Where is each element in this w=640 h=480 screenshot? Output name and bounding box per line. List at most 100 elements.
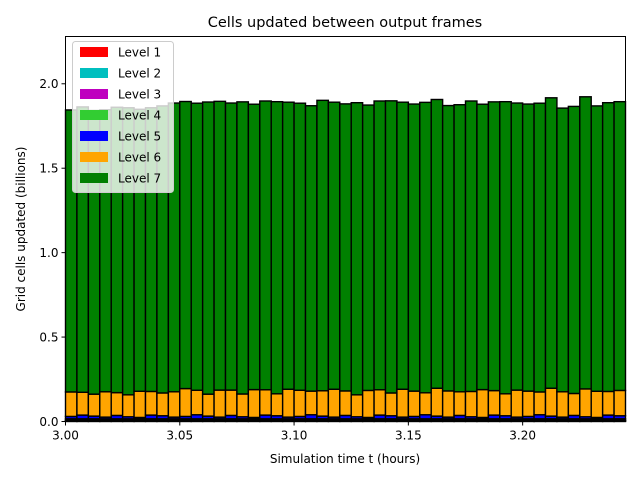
bar-segment-level-6-4	[110, 391, 124, 417]
bar-segment-level-6-24	[339, 390, 352, 417]
bar-segment-level-6-44	[567, 392, 581, 417]
bar-segment-level-7-48	[613, 100, 627, 392]
bar-segment-level-6-2	[87, 393, 101, 417]
bar-segment-level-6-46	[590, 390, 604, 419]
bar-segment-level-7-33	[441, 104, 455, 392]
bar-segment-level-7-23	[327, 101, 341, 390]
bar-segment-level-7-21	[304, 105, 318, 392]
bar-segment-level-6-38	[499, 393, 512, 417]
bar-segment-level-6-42	[544, 387, 558, 417]
y-tick-label: 1.0	[39, 246, 58, 260]
bar-segment-level-6-32	[430, 387, 444, 417]
bar-segment-level-7-45	[579, 96, 592, 390]
bar-segment-level-7-40	[521, 103, 535, 392]
bar-segment-level-6-23	[327, 388, 341, 418]
bar-segment-level-7-15	[236, 101, 250, 395]
legend-label: Level 6	[118, 151, 161, 165]
bar-segment-level-6-18	[270, 393, 284, 417]
bars-group	[64, 96, 627, 423]
bar-segment-level-7-12	[201, 101, 215, 395]
legend-label: Level 7	[118, 172, 161, 186]
legend-swatch	[80, 131, 108, 141]
bar-segment-level-7-30	[407, 103, 421, 392]
y-axis-ticks: 0.0 0.5 1.0 1.5 2.0	[39, 77, 66, 429]
bar-segment-level-6-0	[64, 391, 78, 418]
bar-segment-level-6-43	[556, 391, 570, 418]
bar-segment-level-6-17	[259, 389, 272, 416]
bar-segment-level-6-28	[384, 392, 398, 417]
bar-segment-level-7-37	[487, 101, 501, 392]
bar-segment-level-6-26	[361, 389, 375, 419]
bar-segment-level-6-34	[453, 391, 467, 417]
bar-segment-level-6-7	[144, 390, 158, 416]
bar-segment-level-6-11	[190, 389, 204, 416]
bar-segment-level-6-12	[201, 393, 215, 417]
legend-label: Level 1	[118, 46, 161, 60]
x-tick-label: 3.15	[395, 429, 422, 443]
bar-segment-level-7-16	[247, 103, 261, 391]
bar-segment-level-6-5	[121, 394, 135, 418]
bar-segment-level-6-15	[236, 393, 250, 418]
bar-segment-level-6-25	[350, 394, 364, 418]
bar-segment-level-7-13	[213, 100, 227, 391]
bar-segment-level-6-48	[613, 389, 627, 417]
bar-segment-level-6-45	[579, 388, 592, 418]
y-tick-label: 2.0	[39, 77, 58, 91]
bar-segment-level-7-28	[384, 100, 398, 394]
bar-segment-level-7-41	[533, 102, 547, 393]
bar-segment-level-6-39	[510, 389, 524, 418]
bar-segment-level-7-47	[601, 101, 615, 393]
bar-segment-level-6-14	[224, 389, 238, 417]
bar-segment-level-6-8	[156, 392, 170, 417]
legend: Level 1 Level 2 Level 3 Level 4 Level 5 Level…	[72, 41, 174, 193]
bar-segment-level-7-26	[361, 104, 375, 392]
y-axis-label: Grid cells updated (billions)	[14, 147, 28, 312]
bar-segment-level-6-3	[99, 391, 112, 418]
legend-swatch	[80, 47, 108, 57]
bar-segment-level-7-43	[556, 107, 570, 393]
bar-segment-level-7-10	[179, 100, 192, 390]
y-tick-label: 0.5	[39, 330, 58, 344]
legend-swatch	[80, 110, 108, 120]
legend-label: Level 5	[118, 130, 161, 144]
y-tick-label: 1.5	[39, 162, 58, 176]
bar-segment-level-6-9	[167, 391, 181, 418]
bar-segment-level-6-1	[76, 391, 90, 416]
x-tick-label: 3.20	[509, 429, 536, 443]
bar-segment-level-7-22	[316, 99, 330, 392]
bar-segment-level-7-24	[339, 103, 352, 392]
bar-segment-level-6-31	[419, 392, 432, 416]
bar-segment-level-6-16	[247, 388, 261, 419]
legend-label: Level 3	[118, 88, 161, 102]
bar-segment-level-7-32	[430, 98, 444, 389]
bar-segment-level-6-20	[293, 389, 307, 418]
plot-frame	[65, 36, 626, 422]
bar-segment-level-7-44	[567, 105, 581, 395]
legend-swatch	[80, 89, 108, 99]
bar-segment-level-6-41	[533, 391, 547, 416]
bar-segment-level-7-18	[270, 100, 284, 395]
bar-segment-level-6-10	[179, 387, 192, 418]
bar-segment-level-6-13	[213, 389, 227, 418]
bar-segment-level-7-17	[259, 100, 272, 391]
bar-segment-level-6-40	[521, 390, 535, 418]
legend-swatch	[80, 173, 108, 183]
bar-segment-level-7-35	[464, 100, 478, 393]
bar-segment-level-6-21	[304, 390, 318, 416]
bar-segment-level-6-27	[373, 389, 387, 416]
y-tick-label: 0.0	[39, 415, 58, 429]
bar-segment-level-6-47	[601, 390, 615, 416]
bar-segment-level-7-36	[476, 103, 490, 391]
bar-segment-level-6-19	[281, 388, 295, 418]
bar-segment-level-6-37	[487, 389, 501, 416]
chart-title: Cells updated between output frames	[208, 15, 482, 31]
bar-segment-level-7-46	[590, 105, 604, 392]
legend-swatch	[80, 68, 108, 78]
bar-segment-level-7-25	[350, 101, 364, 396]
bar-segment-level-6-22	[316, 390, 330, 417]
x-axis-ticks: 3.00 3.05 3.10 3.15 3.20	[52, 421, 536, 443]
bar-segment-level-7-14	[224, 102, 238, 391]
x-axis-label: Simulation time t (hours)	[270, 452, 420, 466]
bar-segment-level-7-29	[396, 101, 410, 390]
